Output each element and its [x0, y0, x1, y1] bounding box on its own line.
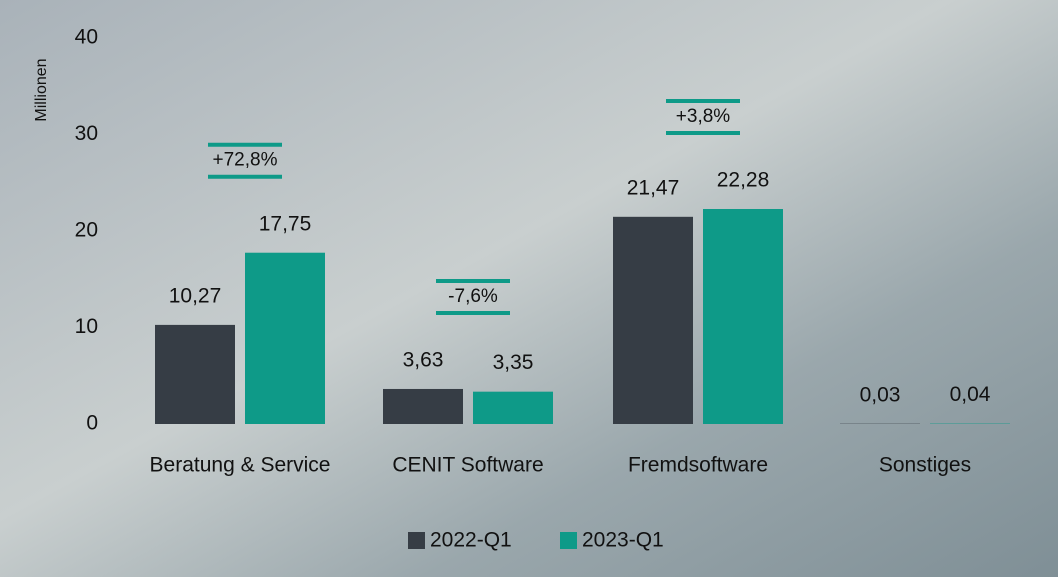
value-label: 0,04 — [950, 383, 991, 406]
value-label: 22,28 — [717, 169, 770, 192]
value-label: 21,47 — [627, 176, 680, 199]
y-tick-label: 0 — [86, 412, 98, 435]
bar — [473, 391, 553, 424]
value-label: 3,35 — [493, 351, 534, 374]
y-tick-label: 40 — [75, 26, 98, 49]
x-tick-label: CENIT Software — [392, 454, 543, 477]
x-tick-label: Sonstiges — [879, 454, 971, 477]
value-label: 10,27 — [169, 284, 222, 307]
annotation: -7,6% — [448, 286, 498, 307]
legend-label: 2022-Q1 — [430, 529, 512, 552]
annotation: +72,8% — [213, 150, 278, 171]
legend-label: 2023-Q1 — [582, 529, 664, 552]
y-tick-label: 10 — [75, 315, 98, 338]
y-tick-label: 30 — [75, 122, 98, 145]
y-tick-label: 20 — [75, 219, 98, 242]
value-label: 3,63 — [403, 349, 444, 372]
legend-swatch — [560, 532, 577, 549]
bar — [383, 388, 463, 424]
annotation: +3,8% — [676, 106, 731, 127]
bar — [613, 216, 693, 424]
y-axis-label: Millionen — [33, 58, 50, 121]
bar — [703, 208, 783, 424]
bar — [245, 252, 325, 424]
bar — [155, 324, 235, 424]
value-label: 17,75 — [259, 212, 312, 235]
x-tick-label: Fremdsoftware — [628, 454, 768, 477]
x-tick-label: Beratung & Service — [150, 454, 331, 477]
value-label: 0,03 — [860, 383, 901, 406]
legend-swatch — [408, 532, 425, 549]
